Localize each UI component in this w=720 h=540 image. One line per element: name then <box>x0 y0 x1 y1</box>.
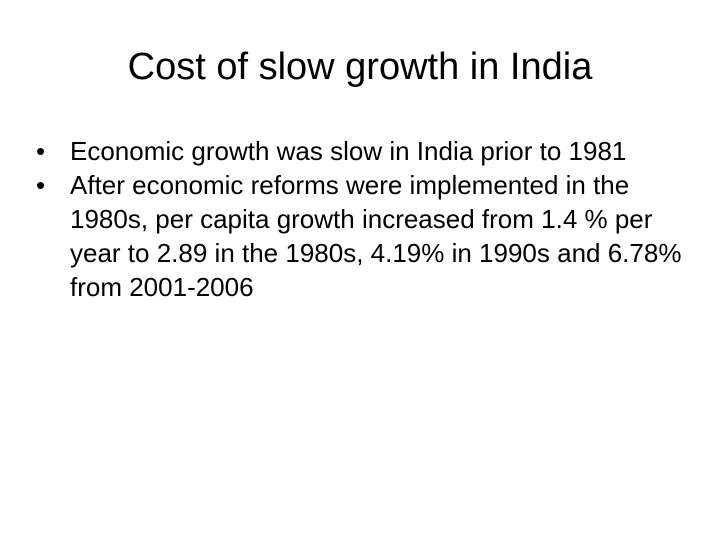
bullet-item: • Economic growth was slow in India prio… <box>36 134 686 168</box>
bullet-list: • Economic growth was slow in India prio… <box>36 134 686 304</box>
bullet-item: • After economic reforms were implemente… <box>36 168 686 304</box>
slide-title: Cost of slow growth in India <box>127 46 593 88</box>
bullet-text: After economic reforms were implemented … <box>70 170 682 302</box>
bullet-dot-icon: • <box>36 136 46 166</box>
bullet-dot-icon: • <box>36 170 46 200</box>
bullet-text: Economic growth was slow in India prior … <box>70 136 627 166</box>
